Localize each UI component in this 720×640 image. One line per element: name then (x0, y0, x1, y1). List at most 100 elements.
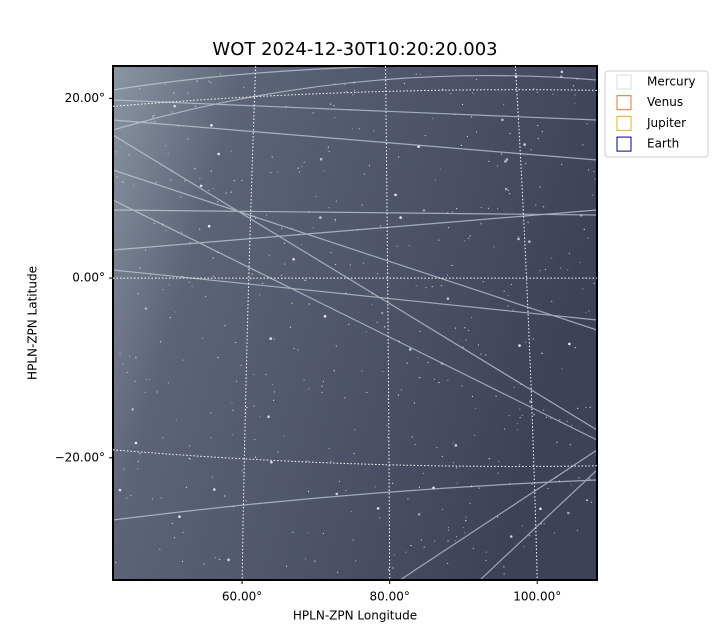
star (541, 352, 543, 354)
star (328, 150, 330, 152)
star (137, 293, 139, 295)
star (535, 204, 537, 206)
star (460, 144, 462, 147)
grid-line (514, 66, 538, 580)
star (322, 380, 325, 383)
star (541, 131, 543, 133)
star (405, 551, 407, 553)
star (577, 407, 579, 409)
streaks (113, 66, 597, 580)
star (447, 226, 450, 229)
star (431, 285, 433, 288)
star (447, 529, 450, 531)
star (134, 441, 138, 445)
star (165, 230, 167, 232)
star (512, 309, 514, 311)
star (188, 281, 190, 283)
star (574, 346, 576, 349)
star (447, 562, 449, 565)
star (455, 536, 458, 538)
star (156, 391, 158, 393)
star (270, 460, 273, 464)
star (123, 468, 125, 470)
star (262, 282, 264, 284)
star (539, 186, 541, 188)
star (182, 531, 184, 533)
star (540, 523, 542, 525)
star (576, 78, 578, 80)
star (285, 106, 287, 108)
star (475, 78, 478, 80)
star (441, 508, 444, 511)
star (217, 200, 219, 203)
star (272, 383, 274, 386)
star (477, 344, 480, 346)
star (446, 274, 448, 276)
star (323, 315, 327, 318)
star (498, 460, 500, 463)
star (475, 131, 478, 133)
star (217, 356, 219, 359)
star (497, 208, 499, 210)
star (122, 181, 124, 183)
star (189, 458, 192, 460)
star (253, 106, 255, 108)
star (386, 424, 388, 427)
star (137, 468, 139, 470)
star (250, 278, 252, 280)
star (212, 257, 214, 259)
star (268, 254, 270, 256)
star (171, 522, 173, 524)
star (187, 138, 189, 140)
star (509, 535, 513, 538)
star (373, 130, 375, 132)
star (352, 539, 354, 541)
star (558, 480, 561, 482)
star (129, 355, 131, 357)
star (219, 73, 221, 75)
star (496, 165, 499, 167)
star (387, 568, 390, 571)
star (306, 460, 308, 462)
star (493, 246, 495, 248)
star (380, 311, 384, 315)
star (422, 472, 424, 474)
star (330, 460, 332, 463)
star (576, 529, 579, 531)
star (139, 88, 141, 90)
star (495, 395, 497, 397)
star (224, 325, 226, 327)
star (447, 540, 449, 542)
star (503, 290, 505, 292)
star (585, 311, 587, 314)
star (273, 338, 275, 340)
star (203, 563, 205, 565)
star (469, 502, 471, 504)
star (167, 382, 170, 384)
star (212, 187, 214, 190)
star (578, 477, 580, 479)
star (453, 113, 456, 116)
star (473, 434, 476, 436)
star (280, 274, 283, 276)
star (304, 279, 306, 282)
star (400, 389, 402, 391)
star (551, 300, 553, 302)
star (297, 349, 299, 351)
star (465, 339, 467, 341)
star (487, 207, 490, 209)
star (516, 422, 518, 425)
star (191, 285, 193, 288)
star (334, 220, 336, 222)
star (301, 165, 303, 168)
star (517, 237, 520, 241)
star (480, 223, 482, 225)
star (432, 117, 434, 120)
star (531, 483, 533, 485)
star (188, 445, 191, 447)
star (267, 415, 270, 419)
star (170, 179, 172, 181)
star (559, 419, 561, 421)
legend-label: Earth (647, 137, 679, 151)
star (452, 442, 454, 444)
